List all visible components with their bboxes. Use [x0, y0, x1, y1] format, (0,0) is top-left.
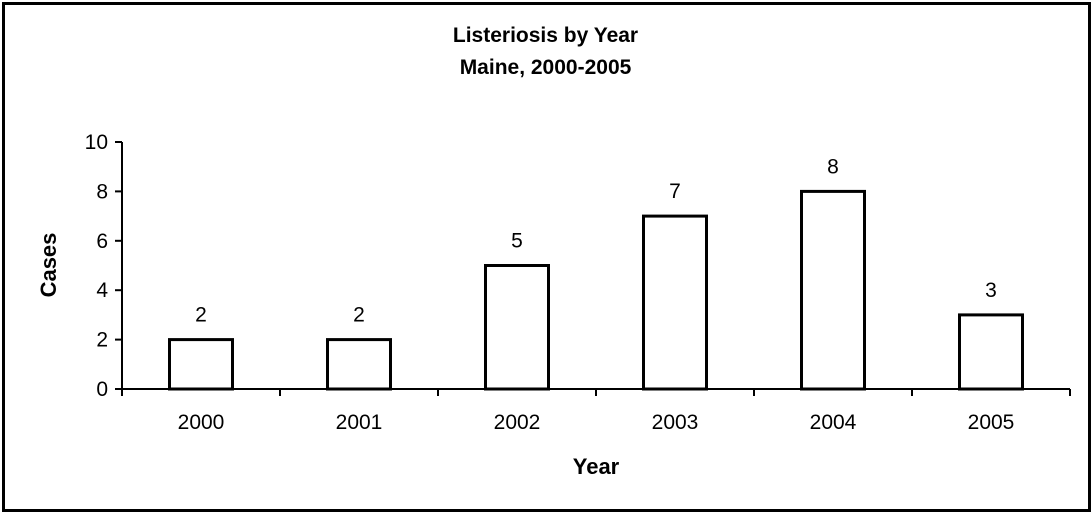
data-label: 7 — [669, 180, 681, 203]
x-tick-label: 2004 — [810, 411, 857, 434]
x-tick-label: 2005 — [968, 411, 1015, 434]
x-tick-label: 2001 — [336, 411, 383, 434]
data-label: 2 — [195, 304, 207, 327]
y-tick-label: 2 — [96, 329, 108, 352]
bar-2002 — [484, 264, 550, 391]
bar-2000 — [168, 338, 234, 391]
x-tick-label: 2000 — [178, 411, 225, 434]
y-axis-title: Cases — [36, 233, 61, 298]
x-tick-label: 2003 — [652, 411, 699, 434]
chart-subtitle: Maine, 2000-2005 — [459, 56, 632, 79]
y-tick-label: 4 — [96, 279, 108, 302]
x-axis-title: Year — [573, 454, 620, 479]
data-label: 3 — [985, 279, 997, 302]
y-tick-label: 0 — [96, 378, 108, 401]
x-tick-label: 2002 — [494, 411, 541, 434]
bar-2004 — [800, 189, 866, 391]
y-tick-label: 8 — [96, 180, 108, 203]
bar-2001 — [326, 338, 392, 391]
bar-2003 — [642, 214, 708, 391]
labels-group: 0 2 4 6 8 10 2000 2 2001 2 2002 5 2003 7 2004 8 2005 3 — [85, 131, 1015, 434]
y-tick-label: 6 — [96, 230, 108, 253]
bar-2005 — [958, 313, 1024, 391]
y-tick-label: 10 — [85, 131, 108, 154]
bars-group — [168, 189, 1024, 391]
axes-group — [115, 141, 1071, 396]
data-label: 8 — [827, 155, 839, 178]
data-label: 2 — [353, 304, 365, 327]
data-label: 5 — [511, 230, 523, 253]
chart-title-block: Listeriosis by Year Maine, 2000-2005 — [0, 20, 1091, 84]
chart-title: Listeriosis by Year — [452, 24, 639, 47]
